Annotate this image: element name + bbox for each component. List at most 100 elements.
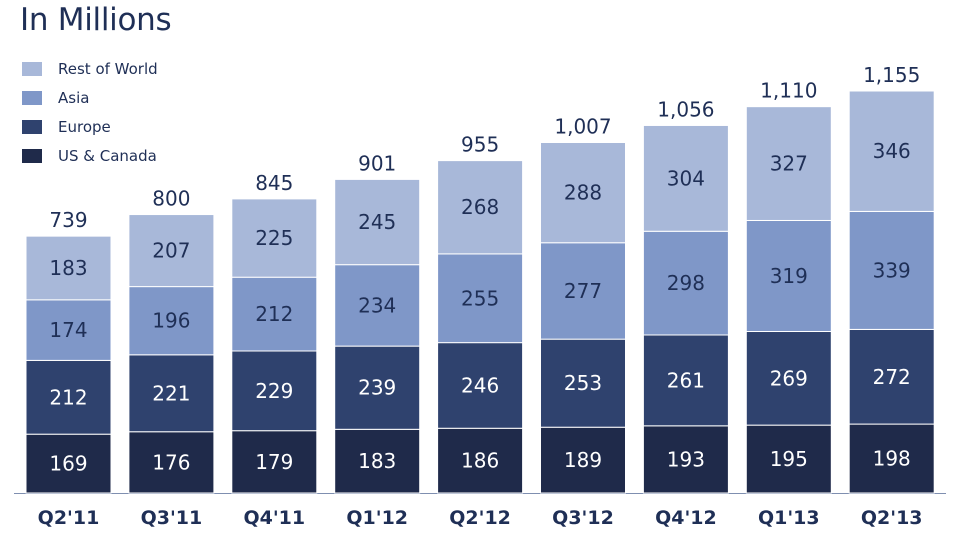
x-tick-label: Q4'12 bbox=[655, 507, 717, 529]
legend-label-us-canada: US & Canada bbox=[58, 146, 157, 165]
bar-segment bbox=[540, 142, 626, 244]
bar-segment bbox=[642, 124, 729, 232]
legend-label-asia: Asia bbox=[58, 88, 90, 107]
bar-segment bbox=[334, 264, 421, 347]
data-label: 269 bbox=[770, 366, 808, 390]
x-tick-label: Q2'13 bbox=[861, 507, 923, 529]
data-label: 195 bbox=[770, 447, 808, 471]
data-label: 179 bbox=[255, 450, 293, 474]
data-label: 212 bbox=[49, 385, 87, 409]
data-label: 183 bbox=[49, 256, 87, 280]
bar-segment bbox=[848, 423, 935, 494]
bar-segment bbox=[642, 334, 729, 427]
bar-segment bbox=[540, 338, 626, 428]
x-tick-label: Q3'12 bbox=[552, 507, 614, 529]
data-label: 288 bbox=[564, 181, 602, 205]
legend-swatch-us-canada bbox=[22, 148, 42, 163]
data-label: 189 bbox=[564, 448, 602, 472]
data-label: 193 bbox=[667, 447, 705, 471]
legend-item-us-canada: US & Canada bbox=[22, 141, 158, 170]
data-label: 272 bbox=[873, 365, 911, 389]
data-label: 239 bbox=[358, 376, 396, 400]
total-label: 739 bbox=[49, 208, 87, 232]
data-label: 225 bbox=[255, 226, 293, 250]
bar-segment bbox=[25, 299, 112, 361]
data-label: 319 bbox=[770, 264, 808, 288]
legend-swatch-rest-of-world bbox=[22, 61, 42, 76]
data-label: 246 bbox=[461, 373, 499, 397]
bar-segment bbox=[231, 198, 318, 278]
x-tick-label: Q4'11 bbox=[243, 507, 305, 529]
data-label: 339 bbox=[873, 258, 911, 282]
total-label: 1,056 bbox=[657, 97, 714, 121]
legend-item-europe: Europe bbox=[22, 112, 158, 141]
total-label: 955 bbox=[461, 133, 499, 157]
bar-segment bbox=[848, 90, 935, 212]
legend-swatch-asia bbox=[22, 90, 42, 105]
bar-segment bbox=[437, 253, 524, 344]
data-label: 327 bbox=[770, 152, 808, 176]
bar-segment bbox=[334, 428, 421, 494]
legend-swatch-europe bbox=[22, 119, 42, 134]
bar-segment bbox=[437, 427, 524, 494]
x-tick-label: Q1'13 bbox=[758, 507, 820, 529]
legend-label-europe: Europe bbox=[58, 117, 111, 136]
bar-segment bbox=[128, 214, 215, 288]
data-label: 245 bbox=[358, 210, 396, 234]
chart-title: In Millions bbox=[20, 2, 172, 38]
data-label: 304 bbox=[667, 166, 705, 190]
bar-segment bbox=[334, 345, 421, 430]
total-label: 1,155 bbox=[863, 63, 920, 87]
bar-segment bbox=[128, 431, 215, 494]
bar-segment bbox=[437, 160, 524, 255]
total-label: 1,110 bbox=[760, 79, 817, 103]
data-label: 174 bbox=[49, 318, 87, 342]
bar-segment bbox=[745, 331, 832, 426]
data-label: 298 bbox=[667, 271, 705, 295]
data-label: 261 bbox=[667, 368, 705, 392]
data-label: 196 bbox=[152, 309, 190, 333]
legend-item-rest-of-world: Rest of World bbox=[22, 54, 158, 83]
bar-segment bbox=[848, 328, 935, 425]
bar-segment bbox=[25, 235, 112, 301]
x-tick-label: Q3'11 bbox=[141, 507, 203, 529]
total-label: 1,007 bbox=[554, 115, 611, 139]
bar-segment bbox=[745, 219, 832, 333]
bar-segment bbox=[231, 276, 318, 352]
data-label: 221 bbox=[152, 381, 190, 405]
x-tick-label: Q2'12 bbox=[449, 507, 511, 529]
data-label: 169 bbox=[49, 452, 87, 476]
data-label: 277 bbox=[564, 279, 602, 303]
legend-label-rest-of-world: Rest of World bbox=[58, 59, 158, 78]
bar-segment bbox=[540, 242, 626, 340]
data-label: 176 bbox=[152, 450, 190, 474]
legend: Rest of World Asia Europe US & Canada bbox=[22, 54, 158, 170]
total-label: 901 bbox=[358, 151, 396, 175]
legend-item-asia: Asia bbox=[22, 83, 158, 112]
bar-segment bbox=[25, 359, 112, 435]
total-label: 845 bbox=[255, 171, 293, 195]
data-label: 234 bbox=[358, 293, 396, 317]
data-label: 183 bbox=[358, 449, 396, 473]
data-label: 186 bbox=[461, 449, 499, 473]
total-label: 800 bbox=[152, 187, 190, 211]
bar-segment bbox=[128, 286, 215, 356]
data-label: 207 bbox=[152, 239, 190, 263]
data-label: 346 bbox=[873, 139, 911, 163]
data-label: 268 bbox=[461, 195, 499, 219]
x-tick-label: Q1'12 bbox=[346, 507, 408, 529]
bar-segment bbox=[642, 425, 729, 494]
data-label: 229 bbox=[255, 379, 293, 403]
bar-segment bbox=[128, 354, 215, 433]
data-label: 198 bbox=[873, 447, 911, 471]
data-label: 212 bbox=[255, 302, 293, 326]
data-label: 255 bbox=[461, 286, 499, 310]
bar-segment bbox=[334, 178, 421, 266]
bar-segment bbox=[745, 106, 832, 221]
bar-segment bbox=[540, 426, 626, 494]
bar-segment bbox=[231, 430, 318, 494]
data-label: 253 bbox=[564, 371, 602, 395]
bar-segment bbox=[745, 424, 832, 494]
bar-segment bbox=[25, 433, 112, 494]
